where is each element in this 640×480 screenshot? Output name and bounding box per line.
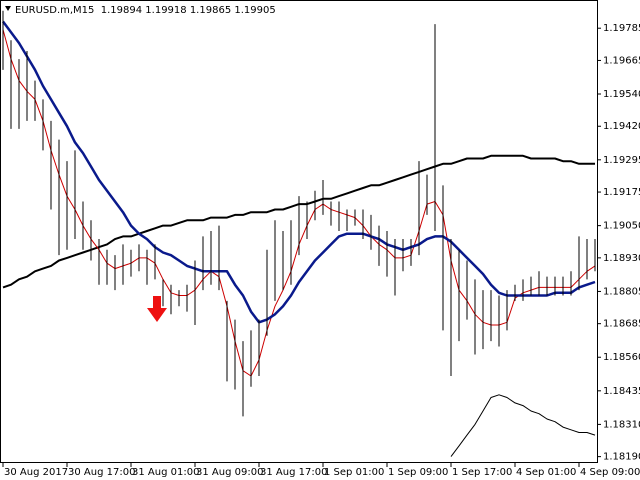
indicator-line	[450, 394, 596, 457]
y-tick-label: 1.19540	[603, 89, 640, 100]
x-tick-label: 1 Sep 01:00	[324, 467, 384, 478]
x-tick-label: 4 Sep 01:00	[516, 467, 576, 478]
y-tick-label: 1.18930	[603, 253, 640, 264]
x-tick-label: 30 Aug 17:00	[68, 467, 135, 478]
y-tick-label: 1.18190	[603, 452, 640, 463]
y-tick-label: 1.18685	[603, 319, 640, 330]
indicator-line	[1, 20, 596, 324]
plot-frame	[0, 0, 598, 463]
y-tick-label: 1.19785	[603, 23, 640, 34]
x-tick-label: 31 Aug 09:00	[196, 467, 263, 478]
x-tick-label: 31 Aug 01:00	[132, 467, 199, 478]
x-tick-label: 4 Sep 09:00	[580, 467, 640, 478]
chart-title: EURUSD.m,M15 1.19894 1.19918 1.19865 1.1…	[15, 5, 276, 16]
y-tick-label: 1.18805	[603, 286, 640, 297]
y-tick-label: 1.19050	[603, 221, 640, 232]
x-tick-label: 1 Sep 17:00	[452, 467, 512, 478]
signal-arrow	[147, 296, 167, 322]
y-tick-label: 1.19295	[603, 155, 640, 166]
y-tick-label: 1.18435	[603, 386, 640, 397]
x-tick-label: 30 Aug 2017	[4, 467, 68, 478]
y-tick-label: 1.18310	[603, 419, 640, 430]
y-tick-label: 1.19420	[603, 121, 640, 132]
x-tick-label: 31 Aug 17:00	[260, 467, 327, 478]
y-tick-label: 1.19175	[603, 187, 640, 198]
title-icon	[5, 6, 11, 11]
y-tick-label: 1.19665	[603, 55, 640, 66]
y-tick-label: 1.18560	[603, 352, 640, 363]
x-tick-label: 1 Sep 09:00	[388, 467, 448, 478]
